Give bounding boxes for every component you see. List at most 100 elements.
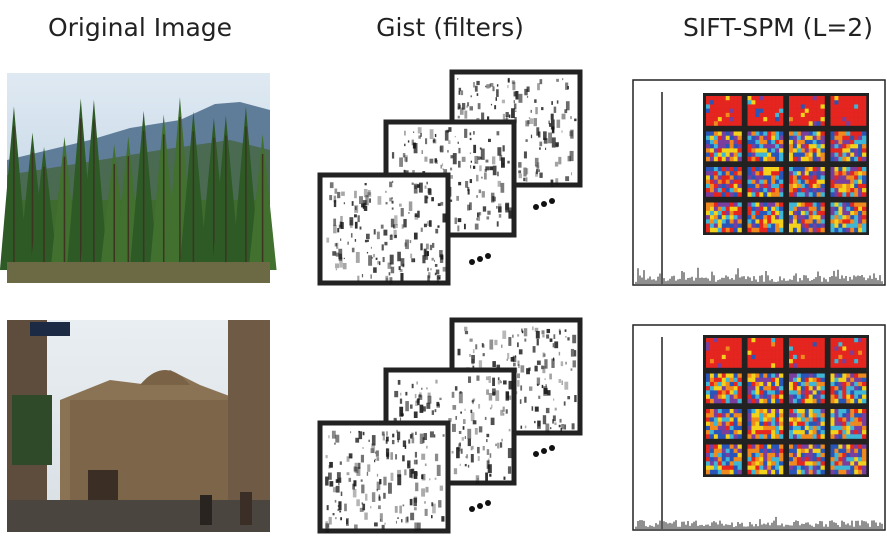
codeword-cell xyxy=(755,378,759,383)
filter-frame xyxy=(320,175,448,284)
codeword-cell xyxy=(714,434,718,439)
filter-response xyxy=(364,189,368,197)
filter-response xyxy=(496,97,497,101)
codeword-cell xyxy=(710,104,714,109)
codeword-cell xyxy=(809,399,813,404)
filter-response xyxy=(355,438,359,443)
codeword-cell xyxy=(862,228,866,233)
codeword-cell xyxy=(722,338,726,343)
codeword-cell xyxy=(779,167,783,172)
filter-response xyxy=(473,131,475,135)
filter-response xyxy=(415,452,417,458)
codeword-cell xyxy=(793,113,797,118)
codeword-cell xyxy=(834,378,838,383)
codeword-cell xyxy=(718,215,722,220)
codeword-cell xyxy=(858,207,862,212)
codeword-cell xyxy=(813,346,817,351)
codeword-cell xyxy=(809,203,813,208)
codeword-cell xyxy=(813,382,817,387)
codeword-cell xyxy=(850,382,854,387)
codeword-cell xyxy=(813,180,817,185)
codeword-cell xyxy=(805,224,809,229)
codeword-cell xyxy=(734,374,738,379)
codeword-cell xyxy=(714,132,718,137)
codeword-cell xyxy=(817,374,821,379)
filter-response xyxy=(462,437,464,441)
codeword-cell xyxy=(779,180,783,185)
codeword-cell xyxy=(850,171,854,176)
filter-response xyxy=(426,387,428,389)
codeword-cell xyxy=(793,96,797,101)
filter-response xyxy=(477,93,479,96)
codeword-cell xyxy=(793,457,797,462)
codeword-cell xyxy=(838,363,842,368)
codeword-cell xyxy=(809,382,813,387)
codeword-cell xyxy=(771,215,775,220)
codeword-cell xyxy=(854,175,858,180)
codeword-cell xyxy=(714,445,718,450)
codeword-cell xyxy=(738,395,742,400)
codeword-cell xyxy=(821,153,825,158)
codeword-cell xyxy=(726,157,730,162)
codeword-cell xyxy=(838,171,842,176)
codeword-cell xyxy=(797,180,801,185)
filter-response xyxy=(415,432,417,435)
codeword-cell xyxy=(734,132,738,137)
codeword-cell xyxy=(706,140,710,145)
codeword-cell xyxy=(755,132,759,137)
codeword-cell xyxy=(850,390,854,395)
codeword-cell xyxy=(755,117,759,122)
codeword-cell xyxy=(775,215,779,220)
filter-response xyxy=(473,82,475,87)
filter-response xyxy=(364,206,367,211)
filter-response xyxy=(524,328,527,336)
codeword-cell xyxy=(821,136,825,141)
codeword-cell xyxy=(771,140,775,145)
filter-response xyxy=(512,335,513,338)
filter-response xyxy=(547,329,551,333)
codeword-cell xyxy=(718,363,722,368)
codeword-cell xyxy=(722,378,726,383)
filter-response xyxy=(554,107,557,113)
codeword-cell xyxy=(779,470,783,475)
filter-response xyxy=(450,200,452,202)
codeword-cell xyxy=(779,386,783,391)
codeword-cell xyxy=(710,96,714,101)
codeword-cell xyxy=(862,121,866,126)
filter-response xyxy=(535,328,539,332)
filter-response xyxy=(483,206,486,211)
codeword-cell xyxy=(834,100,838,105)
filter-response xyxy=(357,276,359,282)
codeword-cell xyxy=(801,192,805,197)
filter-response xyxy=(443,434,445,437)
codeword-cell xyxy=(850,100,854,105)
codeword-cell xyxy=(726,140,730,145)
codeword-cell xyxy=(801,466,805,471)
codeword-cell xyxy=(789,207,793,212)
codeword-cell xyxy=(834,470,838,475)
codeword-cell xyxy=(831,395,835,400)
codeword-cell xyxy=(755,136,759,141)
codeword-cell xyxy=(714,109,718,114)
codeword-cell xyxy=(759,363,763,368)
codeword-cell xyxy=(755,157,759,162)
codeword-cell xyxy=(850,417,854,422)
codeword-cell xyxy=(842,430,846,435)
codeword-cell xyxy=(767,180,771,185)
codeword-cell xyxy=(854,355,858,360)
codeword-cell xyxy=(809,470,813,475)
codeword-cell xyxy=(722,342,726,347)
codeword-cell xyxy=(846,153,850,158)
filter-response xyxy=(338,505,339,507)
filter-response xyxy=(536,331,540,339)
codeword-cell xyxy=(793,211,797,216)
codeword-cell xyxy=(862,453,866,458)
codeword-cell xyxy=(813,422,817,427)
codeword-cell xyxy=(748,184,752,189)
codeword-cell xyxy=(726,136,730,141)
filter-response xyxy=(438,203,441,206)
codeword-cell xyxy=(789,363,793,368)
filter-response xyxy=(486,376,489,380)
codeword-cell xyxy=(738,132,742,137)
codeword-cell xyxy=(846,207,850,212)
